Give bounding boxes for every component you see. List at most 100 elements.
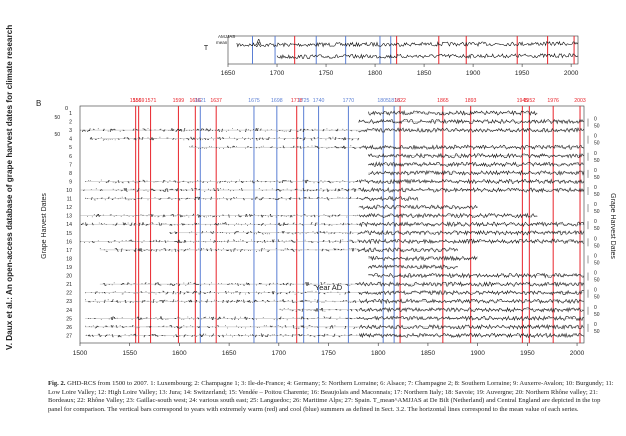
panel-b-right-tick-label: 50 — [594, 124, 600, 130]
panel-b-series-line — [80, 127, 585, 133]
panel-b-right-tick-label: 0 — [594, 322, 597, 328]
panel-b-series-number: 11 — [67, 197, 72, 203]
panel-b-series-line — [368, 169, 585, 176]
panel-b-series-number: 2 — [69, 120, 72, 126]
panel-b-series-number: 10 — [66, 188, 72, 194]
panel-b-series-line — [85, 323, 585, 330]
panel-b-extreme-year-label: 1816 — [388, 98, 400, 104]
panel-b-right-tick-label: 0 — [594, 202, 597, 208]
panel-b-x-tick-label: 1700 — [272, 350, 287, 357]
panel-b-series-number: 17 — [66, 248, 72, 254]
panel-b-series-line — [85, 298, 585, 305]
panel-b-series-number: 25 — [66, 316, 72, 322]
panel-b-series-number: 20 — [66, 274, 72, 280]
panel-b-right-tick-label: 50 — [594, 295, 600, 301]
panel-a-ylabel-sub: mean — [216, 40, 228, 45]
panel-b-x-tick-label: 2000 — [570, 350, 585, 357]
panel-b-ylabel-left: Grape Harvest Dates — [41, 193, 48, 259]
panel-b-right-tick-label: 0 — [594, 236, 597, 242]
panel-a-x-tick-label: 1850 — [417, 70, 432, 77]
panel-b-x-tick-label: 1650 — [222, 350, 237, 357]
panel-a-letter: A — [256, 38, 262, 47]
panel-b-extreme-year-label: 1945 — [517, 98, 529, 104]
panel-b-series-line — [88, 315, 585, 322]
panel-b-series-line — [80, 238, 585, 245]
panel-b-right-tick-label: 50 — [594, 192, 600, 198]
panel-b-series-line — [368, 255, 478, 262]
panel-b-x-tick-label: 1550 — [122, 350, 137, 357]
panel-b-left-tick-label: 50 — [54, 132, 60, 138]
panel-b-series-number: 1 — [69, 111, 72, 117]
panel-b-extreme-year-label: 1556 — [130, 98, 142, 104]
panel-b-series-line — [368, 152, 585, 159]
panel-b-extreme-year-label: 1698 — [271, 98, 283, 104]
panel-b-right-tick-label: 50 — [594, 175, 600, 181]
panel-a-frame — [227, 35, 579, 65]
panel-b-x-tick-label: 1500 — [73, 350, 88, 357]
panel-b-series-number: 5 — [69, 145, 72, 151]
panel-b-series-number: 4 — [69, 137, 72, 143]
panel-b-series-line — [169, 229, 585, 236]
panel-b-extreme-year-label: 1621 — [195, 98, 207, 104]
panel-b-right-tick-label: 50 — [594, 158, 600, 164]
panel-b-series-number: 3 — [69, 128, 72, 134]
panel-b-right-tick-label: 0 — [594, 168, 597, 174]
panel-b-series-number: 27 — [66, 333, 72, 339]
panel-b-series-line — [83, 187, 585, 194]
panel-b-series-number: 26 — [66, 325, 72, 331]
panel-b-right-tick-label: 0 — [594, 117, 597, 123]
panel-b-extreme-year-label: 1599 — [173, 98, 185, 104]
panel-b-top-tick-label: 0 — [65, 106, 68, 112]
panel-a-x-tick-label: 1700 — [270, 70, 285, 77]
panel-b-x-tick-label: 1850 — [421, 350, 436, 357]
panel-b-x-tick-label: 1800 — [371, 350, 386, 357]
panel-b-series-line — [86, 332, 585, 339]
panel-b-extreme-year-label: 1865 — [437, 98, 449, 104]
panel-b-letter: B — [36, 99, 41, 108]
panel-b-series-line — [368, 161, 585, 168]
panel-b-series-line — [279, 306, 585, 313]
panel-b-right-tick-label: 0 — [594, 219, 597, 225]
panel-b-right-tick-label: 50 — [594, 226, 600, 232]
caption-label: Fig. 2. — [48, 380, 66, 387]
panel-b-series-line — [358, 118, 585, 125]
panel-b-right-tick-label: 50 — [594, 243, 600, 249]
panel-b-series-number: 21 — [66, 282, 72, 288]
panel-b-series-line — [368, 109, 538, 116]
panel-a-ylabel: T — [204, 45, 209, 52]
panel-b-series-number: 22 — [66, 291, 72, 297]
panel-b-series-number: 24 — [66, 308, 72, 314]
panel-b-extreme-year-label: 1822 — [394, 98, 406, 104]
panel-b-right-tick-label: 50 — [594, 260, 600, 266]
panel-b-extreme-year-label: 1976 — [547, 98, 559, 104]
panel-b-series-number: 9 — [69, 179, 72, 185]
panel-b-right-tick-label: 50 — [594, 329, 600, 335]
panel-b-series-number: 8 — [69, 171, 72, 177]
panel-b-series-line — [87, 212, 538, 219]
panel-b-x-tick-label: 1600 — [172, 350, 187, 357]
panel-b-right-tick-label: 0 — [594, 151, 597, 157]
panel-b-right-tick-label: 0 — [594, 134, 597, 140]
panel-b-extreme-year-label: 1571 — [145, 98, 157, 104]
panel-b-series-number: 18 — [66, 256, 72, 262]
side-journal-title: V. Daux et al.: An open-access database … — [5, 25, 14, 350]
panel-b-series-number: 13 — [66, 214, 72, 220]
panel-b-extreme-year-label: 2003 — [574, 98, 586, 104]
panel-b-extreme-year-label: 1893 — [465, 98, 477, 104]
panel-b-series-number: 23 — [66, 299, 72, 305]
panel-b-right-tick-label: 50 — [594, 141, 600, 147]
panel-b-series-line — [85, 289, 585, 296]
panel-b-x-tick-label: 1750 — [321, 350, 336, 357]
panel-b-series-number: 15 — [66, 231, 72, 237]
panel-b-right-tick-label: 0 — [594, 288, 597, 294]
panel-b-series-line — [85, 195, 419, 202]
caption-text: GHD-RCS from 1500 to 2007. 1: Luxembourg… — [48, 380, 614, 413]
panel-a-temperature-line — [276, 52, 579, 60]
panel-b-series-line — [102, 281, 585, 288]
panel-a-x-tick-label: 1900 — [466, 70, 481, 77]
side-title-text: V. Daux et al.: An open-access database … — [5, 25, 14, 350]
panel-a-x-tick-label: 1650 — [221, 70, 236, 77]
panel-b-right-tick-label: 50 — [594, 278, 600, 284]
